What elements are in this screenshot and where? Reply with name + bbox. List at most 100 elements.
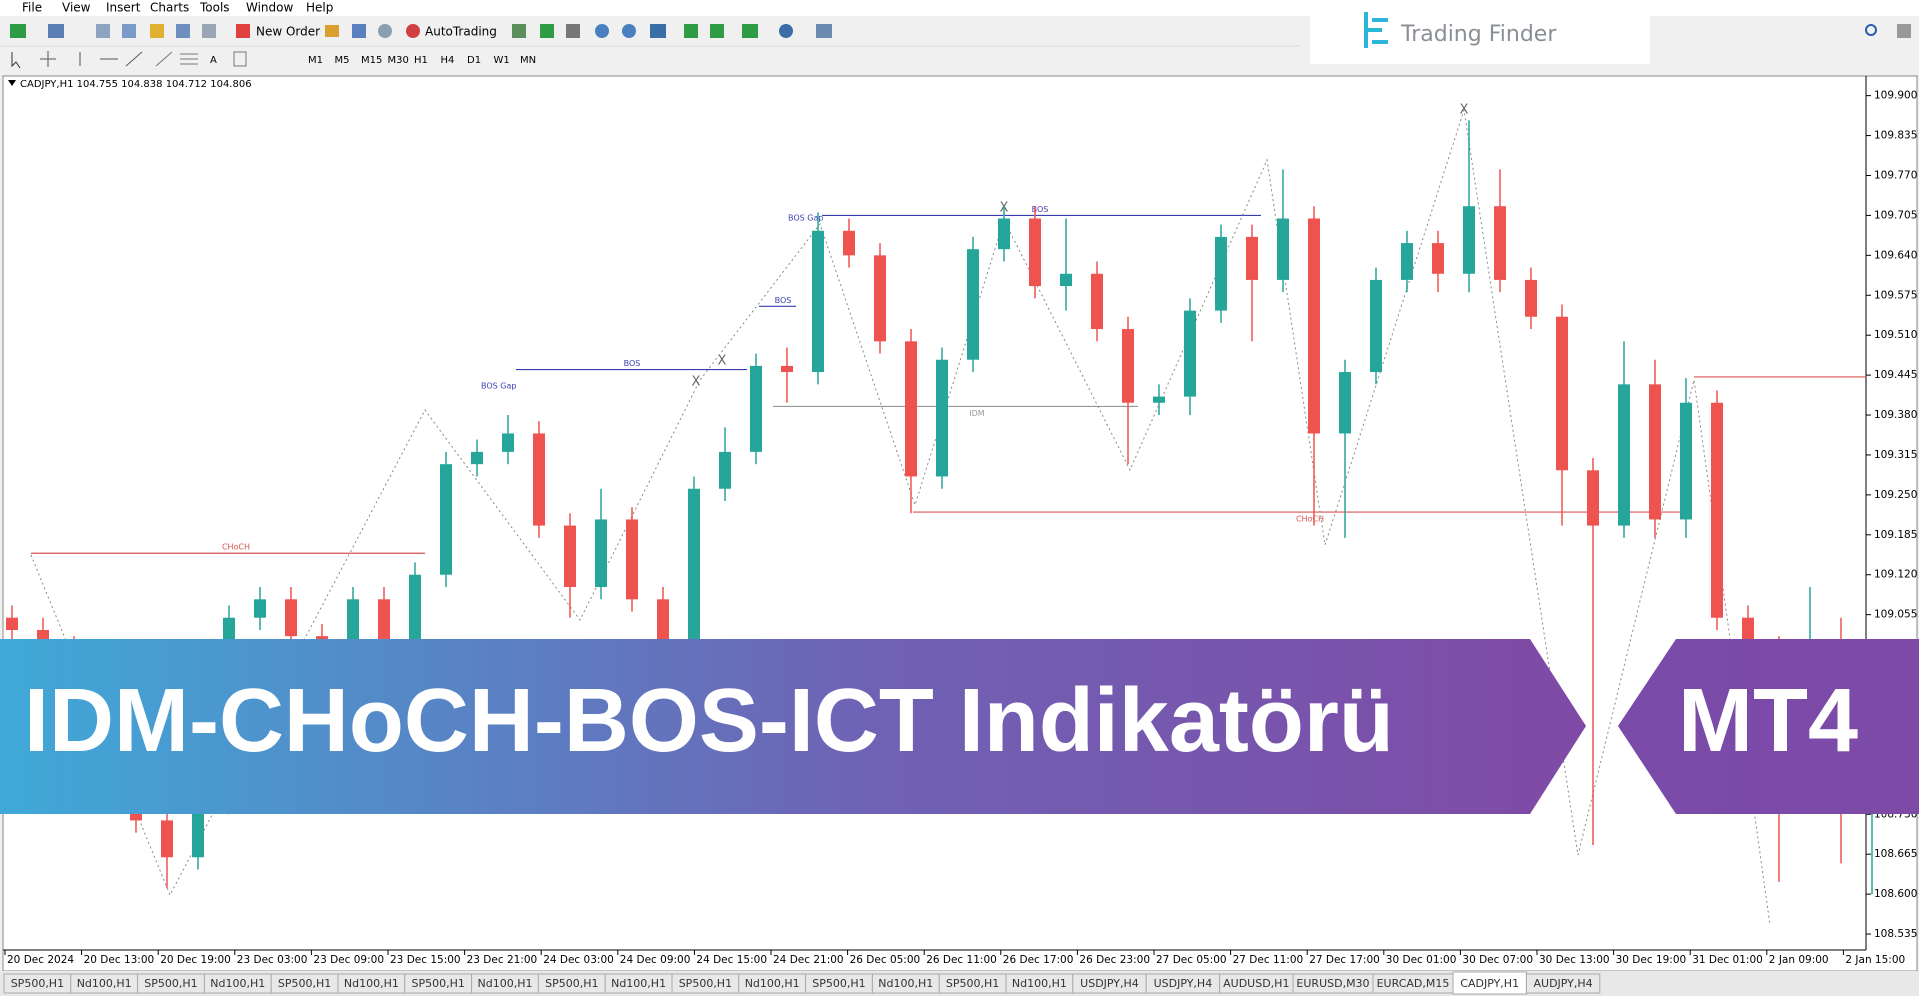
icon [378, 24, 392, 38]
timeframe-button[interactable]: M30 [388, 55, 409, 66]
tab-label[interactable]: USDJPY,H4 [1154, 977, 1213, 990]
x-tick-label: 30 Dec 07:00 [1462, 954, 1533, 966]
x-tick-label: 26 Dec 11:00 [926, 954, 997, 966]
level-label: IDM [969, 409, 985, 418]
y-tick-label: 109.315 [1874, 449, 1917, 461]
banner-title: IDM-CHoCH-BOS-ICT Indikatörü [24, 671, 1394, 771]
icon [176, 24, 190, 38]
x-tick-label: 26 Dec 05:00 [850, 954, 921, 966]
tab-label[interactable]: Nd100,H1 [1012, 977, 1067, 990]
tab-label[interactable]: EURCAD,M15 [1377, 977, 1450, 990]
candle-body [564, 525, 576, 588]
timeframe-button[interactable]: M1 [308, 55, 323, 66]
candle-body [688, 488, 700, 655]
timeframe-button[interactable]: M15 [361, 55, 382, 66]
y-tick-label: 109.445 [1874, 369, 1917, 381]
icon [512, 24, 526, 38]
menu-item[interactable]: File [22, 1, 42, 15]
crosshair-icon [40, 51, 56, 67]
menu-item[interactable]: View [62, 1, 91, 15]
tab-label[interactable]: Nd100,H1 [478, 977, 533, 990]
candle-body [1184, 310, 1196, 397]
tab-label[interactable]: SP500,H1 [545, 977, 598, 990]
profile-icon[interactable] [1897, 24, 1911, 38]
logo: Trading Finder [1310, 0, 1650, 64]
tab-label[interactable]: SP500,H1 [144, 977, 197, 990]
tab-label[interactable]: AUDUSD,H1 [1223, 977, 1289, 990]
icon [540, 24, 554, 38]
tab-label[interactable]: EURUSD,M30 [1296, 977, 1369, 990]
x-tick-label: 23 Dec 09:00 [313, 954, 384, 966]
tab[interactable] [1525, 973, 1601, 994]
menu-item[interactable]: Window [246, 1, 294, 15]
x-tick-label: 23 Dec 21:00 [467, 954, 538, 966]
timeframe-button[interactable]: M5 [335, 55, 350, 66]
candle-body [1060, 273, 1072, 287]
tab-label[interactable]: Nd100,H1 [344, 977, 399, 990]
x-tick-label: 20 Dec 13:00 [84, 954, 155, 966]
tab-label[interactable]: SP500,H1 [278, 977, 331, 990]
y-tick-label: 109.250 [1874, 489, 1917, 501]
tab-label[interactable]: Nd100,H1 [611, 977, 666, 990]
new-order-button[interactable]: New Order [256, 25, 320, 39]
icon [650, 24, 666, 38]
icon [96, 24, 110, 38]
x-tick-label: 27 Dec 17:00 [1309, 954, 1380, 966]
timeframe-button[interactable]: H1 [414, 55, 428, 66]
tab-label[interactable]: SP500,H1 [412, 977, 465, 990]
tab-label[interactable]: USDJPY,H4 [1080, 977, 1139, 990]
candle-body [1618, 384, 1630, 526]
candle-body [874, 255, 886, 342]
candle-body [533, 433, 545, 526]
tab-label[interactable]: SP500,H1 [679, 977, 732, 990]
candle-body [1308, 218, 1320, 434]
tab-label[interactable]: Nd100,H1 [210, 977, 265, 990]
draw-icons [79, 51, 143, 67]
candle-body [1339, 372, 1351, 434]
tab-label[interactable]: AUDJPY,H4 [1534, 977, 1593, 990]
x-tick-label: 26 Dec 23:00 [1079, 954, 1150, 966]
y-tick-label: 109.055 [1874, 609, 1917, 621]
timeframe-button[interactable]: MN [520, 55, 536, 66]
swing-marker: X [718, 354, 727, 369]
x-tick-label: 27 Dec 05:00 [1156, 954, 1227, 966]
banner-badge-text: MT4 [1678, 671, 1858, 771]
candle-body [1246, 236, 1258, 280]
icon [742, 24, 758, 38]
menu-item[interactable]: Help [306, 1, 333, 15]
timeframe-button[interactable]: W1 [494, 55, 510, 66]
tab-label[interactable]: CADJPY,H1 [1460, 977, 1519, 990]
swing-marker: X [692, 375, 701, 390]
menu-item[interactable]: Insert [106, 1, 141, 15]
logo-text: Trading Finder [1400, 22, 1557, 47]
tab-label[interactable]: Nd100,H1 [878, 977, 933, 990]
tab-label[interactable]: SP500,H1 [11, 977, 64, 990]
candle-body [1215, 236, 1227, 311]
x-tick-label: 2 Jan 15:00 [1845, 954, 1905, 966]
candle-body [471, 451, 483, 465]
banner-badge [1618, 639, 1919, 814]
y-tick-label: 109.640 [1874, 249, 1917, 261]
search-icon[interactable] [1865, 24, 1877, 36]
tab-label[interactable]: SP500,H1 [812, 977, 865, 990]
bos-gap-label: BOS Gap [481, 382, 516, 391]
tab-label[interactable]: SP500,H1 [946, 977, 999, 990]
y-tick-label: 109.120 [1874, 569, 1917, 581]
timeframe-button[interactable]: H4 [441, 55, 455, 66]
menu-item[interactable]: Charts [150, 1, 189, 15]
autotrading-button[interactable]: AutoTrading [425, 25, 497, 39]
menu-item[interactable]: Tools [199, 1, 230, 15]
y-tick-label: 108.665 [1874, 848, 1917, 860]
x-tick-label: 30 Dec 19:00 [1616, 954, 1687, 966]
candle-body [781, 365, 793, 373]
candle-body [626, 519, 638, 600]
y-tick-label: 108.600 [1874, 888, 1917, 900]
candle-body [6, 617, 18, 631]
tab-label[interactable]: Nd100,H1 [77, 977, 132, 990]
icon [325, 25, 339, 37]
candle-body [905, 341, 917, 477]
tab-label[interactable]: Nd100,H1 [745, 977, 800, 990]
x-tick-label: 30 Dec 13:00 [1539, 954, 1610, 966]
x-tick-label: 20 Dec 19:00 [160, 954, 231, 966]
timeframe-button[interactable]: D1 [467, 55, 481, 66]
